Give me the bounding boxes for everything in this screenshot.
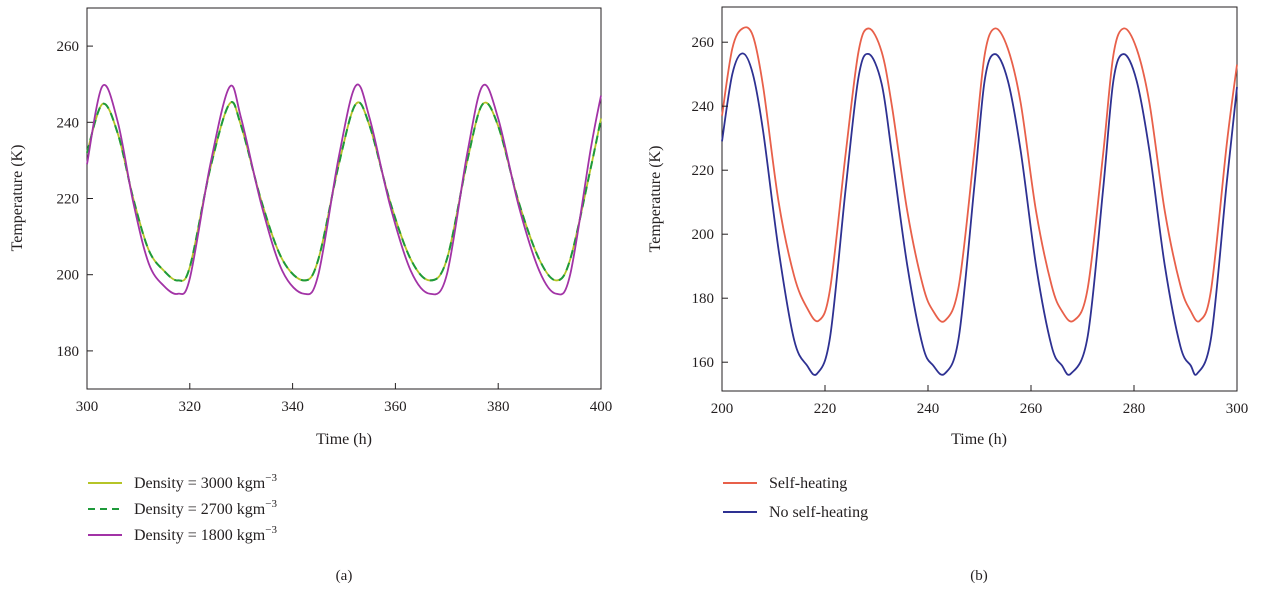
y-tick-label-a-3: 240 [57, 115, 80, 131]
x-tick-label-a-5: 400 [590, 399, 613, 415]
series-group-b [721, 26, 1238, 376]
x-axis-label-a: Time (h) [316, 431, 372, 448]
series-line-b-1 [721, 26, 1238, 323]
y-axis-label-a: Temperature (K) [9, 145, 26, 252]
y-tick-label-b-3: 220 [692, 163, 715, 179]
legend-label-b-1: Self-heating [769, 475, 847, 492]
x-tick-label-a-4: 380 [487, 399, 510, 415]
x-tick-label-a-2: 340 [281, 399, 304, 415]
y-tick-label-b-2: 200 [692, 227, 715, 243]
series-group-a [86, 83, 602, 296]
x-tick-label-b-5: 300 [1226, 401, 1249, 417]
y-tick-label-a-1: 200 [57, 268, 80, 284]
panel-label-b: (b) [970, 568, 988, 584]
series-line-a-3 [86, 83, 602, 296]
panel-b: 200 220 240 260 280 300 160 180 200 220 240 260 Tim… [647, 6, 1249, 584]
x-tick-label-b-0: 200 [711, 401, 734, 417]
plot-area-b-frame [721, 6, 1238, 392]
legend-b: Self-heating No self-heating [723, 475, 868, 521]
y-tick-label-a-4: 260 [57, 39, 80, 55]
axes-b: 200 220 240 260 280 300 160 180 200 220 240 260 [692, 35, 1249, 417]
x-tick-label-b-3: 260 [1020, 401, 1043, 417]
x-tick-label-a-1: 320 [179, 399, 202, 415]
x-axis-label-b: Time (h) [951, 431, 1007, 448]
y-axis-label-b: Temperature (K) [647, 146, 664, 253]
x-tick-label-b-2: 240 [917, 401, 940, 417]
panel-label-a: (a) [336, 568, 353, 584]
y-tick-label-a-2: 220 [57, 192, 80, 208]
y-tick-label-b-0: 160 [692, 355, 715, 371]
legend-label-a-3: Density = 1800 kgm−3 [134, 524, 277, 544]
series-line-a-2 [86, 101, 602, 282]
legend-label-a-2: Density = 2700 kgm−3 [134, 498, 277, 518]
series-line-b-2 [721, 52, 1238, 376]
y-tick-label-b-5: 260 [692, 35, 715, 51]
panel-a: 300 320 340 360 380 400 180 200 220 240 260 Time (… [9, 7, 613, 584]
legend-a: Density = 3000 kgm−3 Density = 2700 kgm−3… [88, 472, 277, 544]
legend-label-a-1: Density = 3000 kgm−3 [134, 472, 277, 492]
y-tick-label-a-0: 180 [57, 344, 80, 360]
axes-a: 300 320 340 360 380 400 180 200 220 240 260 [57, 39, 613, 415]
y-tick-label-b-1: 180 [692, 291, 715, 307]
x-tick-label-b-1: 220 [814, 401, 837, 417]
x-tick-label-a-3: 360 [384, 399, 407, 415]
legend-label-b-2: No self-heating [769, 504, 868, 521]
y-tick-label-b-4: 240 [692, 99, 715, 115]
x-tick-label-a-0: 300 [76, 399, 99, 415]
x-tick-label-b-4: 280 [1123, 401, 1146, 417]
plot-area-a-frame [86, 7, 602, 390]
